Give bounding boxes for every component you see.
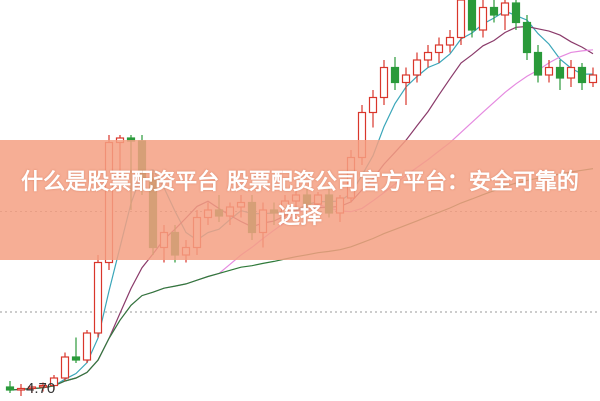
candle-body bbox=[27, 386, 37, 390]
candle-body bbox=[555, 66, 565, 79]
candle-body bbox=[60, 356, 70, 379]
title-banner: 什么是股票配资平台 股票配资公司官方平台：安全可靠的选择 bbox=[0, 140, 600, 260]
candle-body bbox=[5, 386, 15, 391]
candle-body bbox=[533, 51, 543, 76]
candle-body bbox=[82, 332, 92, 361]
candle-body bbox=[71, 356, 81, 361]
candle-body bbox=[500, 2, 510, 16]
candle-body bbox=[489, 6, 499, 16]
candle-body bbox=[445, 36, 455, 46]
article-title: 什么是股票配资平台 股票配资公司官方平台：安全可靠的选择 bbox=[21, 170, 579, 229]
candle-body bbox=[544, 66, 554, 76]
candle-body bbox=[93, 261, 103, 334]
candle-body bbox=[434, 44, 444, 54]
candle-body bbox=[49, 377, 59, 387]
candle-body bbox=[511, 2, 521, 24]
candle-body bbox=[577, 66, 587, 84]
candle-body bbox=[478, 6, 488, 31]
candle-body bbox=[522, 21, 532, 54]
candle-body bbox=[456, 0, 466, 39]
candle-body bbox=[412, 59, 422, 76]
candle-body bbox=[16, 387, 26, 391]
low-price-label: 4.70 bbox=[26, 380, 56, 397]
candle-body bbox=[423, 51, 433, 61]
candle-body bbox=[401, 74, 411, 84]
candle-body bbox=[467, 0, 477, 31]
candle-body bbox=[566, 66, 576, 79]
candle-body bbox=[38, 384, 48, 388]
candle-body bbox=[588, 74, 598, 84]
candle-body bbox=[390, 66, 400, 84]
candle-body bbox=[379, 66, 389, 99]
candle-body bbox=[368, 96, 378, 114]
